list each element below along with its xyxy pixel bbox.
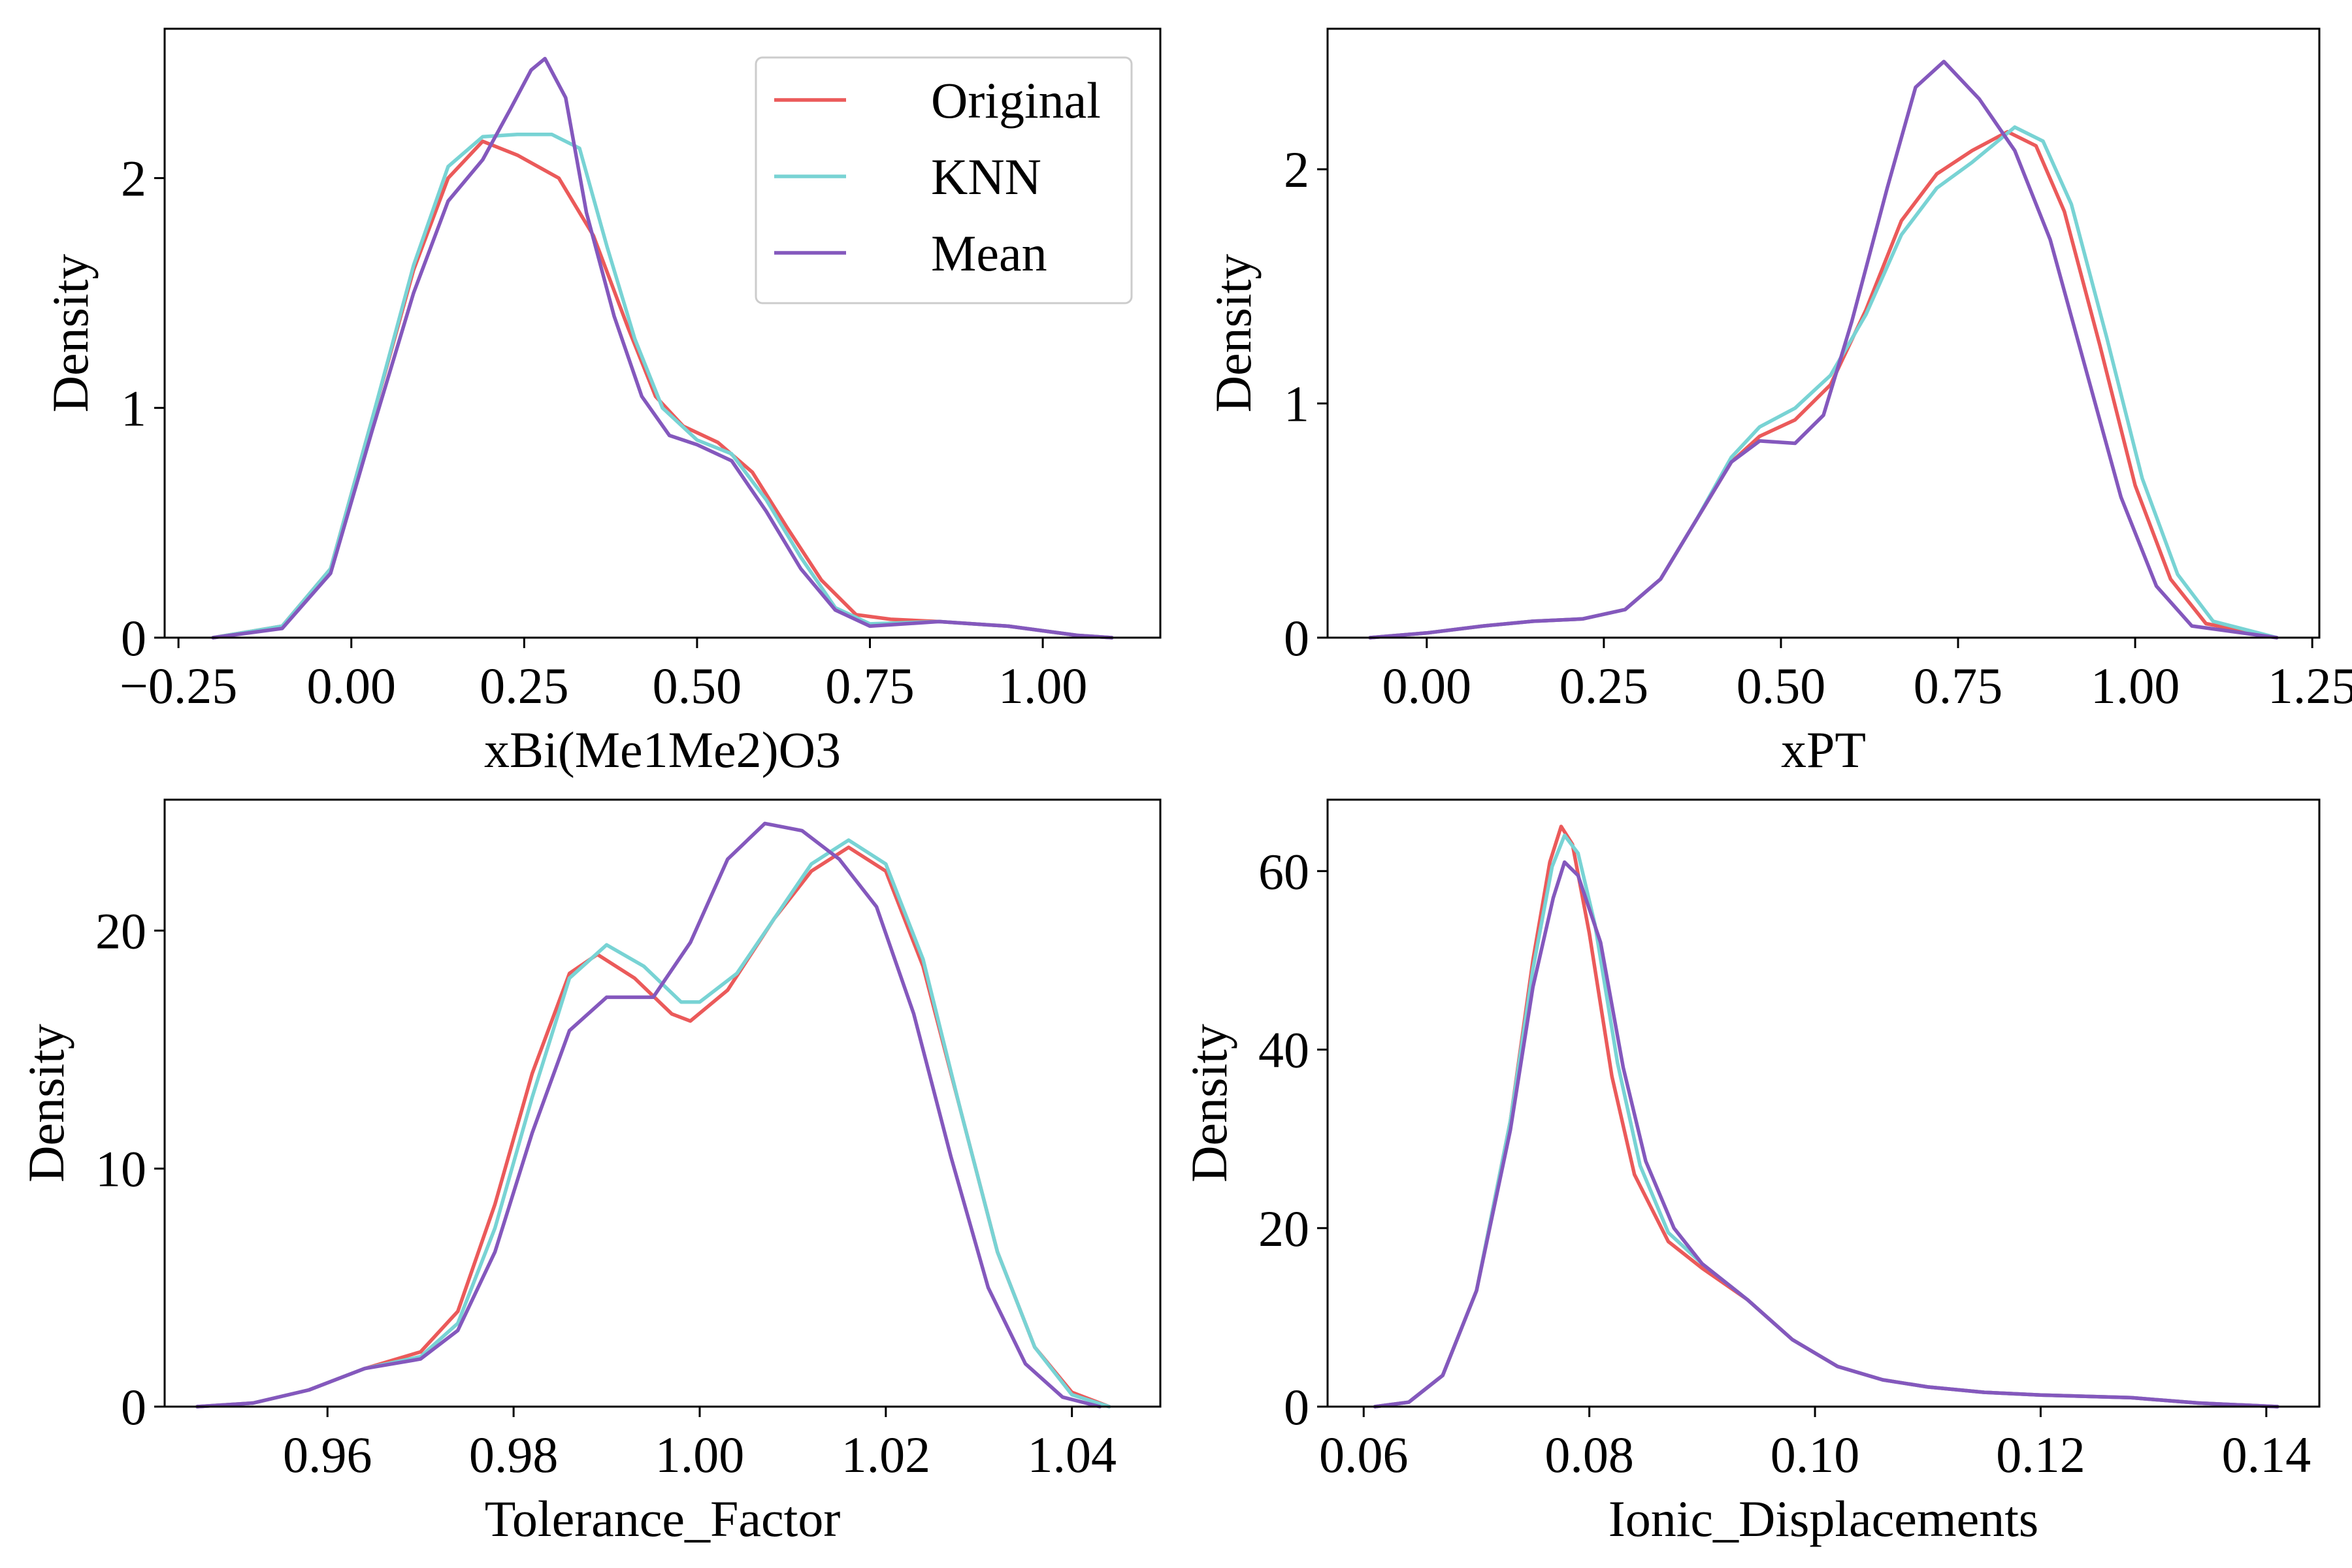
legend-box bbox=[755, 56, 1133, 304]
series-line-original bbox=[195, 845, 1111, 1409]
x-tick-label: 1.00 bbox=[655, 1426, 745, 1483]
legend: Original KNN Mean bbox=[755, 56, 1133, 304]
x-tick-label: 0.00 bbox=[307, 657, 397, 714]
y-tick-label: 2 bbox=[1284, 141, 1309, 198]
series-line-original bbox=[1368, 129, 2279, 640]
series-line-knn bbox=[1368, 125, 2279, 640]
x-axis-label: xPT bbox=[1781, 721, 1866, 778]
y-axis-label: Density bbox=[1205, 254, 1262, 413]
legend-label-mean: Mean bbox=[931, 225, 1047, 282]
y-axis-label: Density bbox=[42, 254, 99, 413]
x-tick-label: 0.50 bbox=[1737, 657, 1826, 714]
axes-frame bbox=[163, 798, 1162, 1408]
subplot-1: −0.25 0.00 0.25 0.50 0.75 1.00 0 1 2 xBi(Me1Me2)O… bbox=[42, 27, 1162, 778]
y-tick-label: 0 bbox=[121, 1379, 146, 1435]
y-tick-label: 0 bbox=[121, 610, 146, 666]
axes-frame bbox=[163, 27, 1162, 639]
y-tick-label: 20 bbox=[1258, 1200, 1309, 1257]
legend-label-original: Original bbox=[931, 72, 1101, 129]
x-tick-label: 1.00 bbox=[998, 657, 1088, 714]
x-tick-label: 1.00 bbox=[2091, 657, 2180, 714]
x-tick-label: 1.25 bbox=[2268, 657, 2352, 714]
y-tick-label: 60 bbox=[1258, 843, 1309, 900]
y-tick-label: 20 bbox=[95, 902, 146, 959]
x-tick-label: 0.25 bbox=[1560, 657, 1649, 714]
x-tick-label: 0.75 bbox=[825, 657, 915, 714]
x-tick-label: 0.25 bbox=[480, 657, 569, 714]
subplot-3: 0.96 0.98 1.00 1.02 1.04 0 10 20 Tolerance_Facto… bbox=[18, 798, 1162, 1547]
legend-label-knn: KNN bbox=[931, 148, 1041, 205]
series-line-mean bbox=[1373, 860, 2279, 1409]
x-tick-label: 0.50 bbox=[653, 657, 742, 714]
subplot-4: 0.06 0.08 0.10 0.12 0.14 0 20 40 60 Ionic_Displac… bbox=[1181, 798, 2321, 1547]
x-tick-label: 0.75 bbox=[1914, 657, 2003, 714]
x-tick-label: 0.12 bbox=[1996, 1426, 2085, 1483]
x-axis-label: Tolerance_Factor bbox=[485, 1490, 841, 1547]
x-tick-label: −0.25 bbox=[120, 657, 238, 714]
axes-frame bbox=[1326, 27, 2321, 639]
x-tick-label: 0.96 bbox=[283, 1426, 372, 1483]
subplot-2: 0.00 0.25 0.50 0.75 1.00 1.25 0 1 2 xPT Density bbox=[1205, 27, 2352, 778]
y-axis-label: Density bbox=[18, 1024, 74, 1183]
series-line-knn bbox=[195, 838, 1111, 1409]
x-tick-label: 0.08 bbox=[1544, 1426, 1634, 1483]
series-line-mean bbox=[195, 821, 1102, 1409]
y-tick-label: 10 bbox=[95, 1141, 146, 1198]
x-tick-label: 0.98 bbox=[469, 1426, 559, 1483]
x-tick-label: 0.06 bbox=[1319, 1426, 1409, 1483]
x-axis-label: xBi(Me1Me2)O3 bbox=[484, 721, 841, 778]
series-line-mean bbox=[211, 56, 1114, 640]
y-tick-label: 1 bbox=[121, 380, 146, 436]
axes-frame bbox=[1326, 798, 2321, 1408]
y-tick-label: 0 bbox=[1284, 610, 1309, 666]
series-line-mean bbox=[1368, 59, 2279, 640]
x-tick-label: 0.10 bbox=[1771, 1426, 1860, 1483]
y-tick-label: 40 bbox=[1258, 1022, 1309, 1079]
y-tick-label: 1 bbox=[1284, 376, 1309, 433]
y-tick-label: 2 bbox=[121, 150, 146, 207]
y-axis-label: Density bbox=[1181, 1024, 1237, 1183]
x-axis-label: Ionic_Displacements bbox=[1609, 1490, 2038, 1547]
x-tick-label: 1.02 bbox=[841, 1426, 931, 1483]
x-tick-label: 0.00 bbox=[1382, 657, 1472, 714]
x-tick-label: 0.14 bbox=[2222, 1426, 2311, 1483]
y-tick-label: 0 bbox=[1284, 1379, 1309, 1435]
x-tick-label: 1.04 bbox=[1027, 1426, 1117, 1483]
